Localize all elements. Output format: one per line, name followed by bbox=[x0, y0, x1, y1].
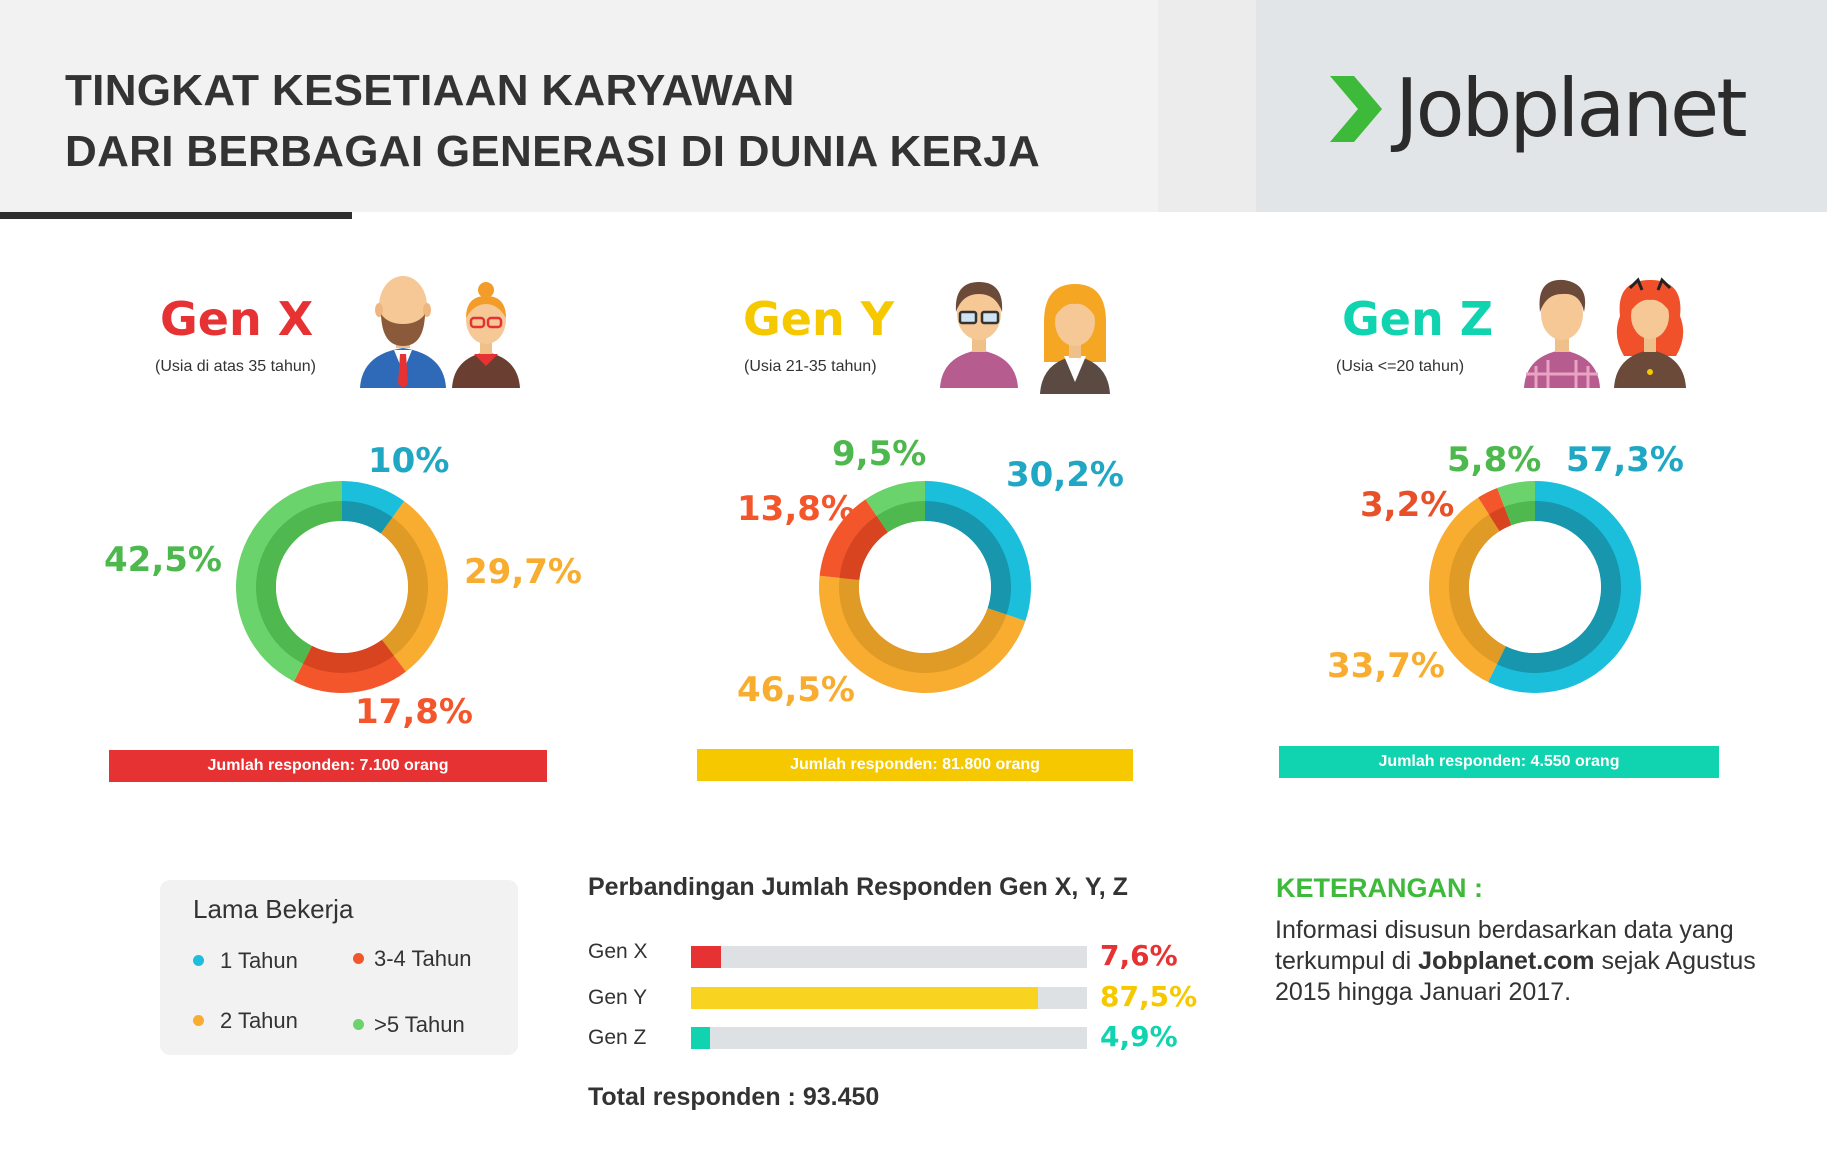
redhead-woman-avatar-icon bbox=[1614, 277, 1686, 388]
gen-x-respondents-bar: Jumlah responden: 7.100 orang bbox=[109, 750, 547, 782]
title-line-2: DARI BERBAGAI GENERASI DI DUNIA KERJA bbox=[65, 127, 1041, 176]
gen-y-slice-3-4-tahun bbox=[819, 499, 887, 580]
gen-z-label-1-tahun: 57,3% bbox=[1566, 440, 1684, 480]
keterangan-text: Informasi disusun berdasarkan data yang … bbox=[1275, 916, 1756, 1006]
gen-x-slice-inner-1-tahun bbox=[342, 501, 393, 534]
gen-z-title: Gen Z bbox=[1342, 292, 1494, 346]
bald-man-avatar-icon bbox=[360, 276, 446, 388]
gen-z-slice-inner-5-tahun bbox=[1504, 501, 1535, 526]
gen-z-label-3-4-tahun: 3,2% bbox=[1360, 485, 1455, 525]
gen-y-respondents-bar: Jumlah responden: 81.800 orang bbox=[697, 749, 1133, 781]
gen-x-age: (Usia di atas 35 tahun) bbox=[155, 358, 316, 375]
header-background bbox=[0, 0, 1160, 212]
comparison-pct-gen-y: 87,5% bbox=[1100, 980, 1198, 1013]
gen-y-donut-hole bbox=[859, 521, 991, 653]
gen-x-slice-inner-5-tahun bbox=[256, 501, 342, 664]
man-plaid-avatar-icon bbox=[1524, 279, 1600, 388]
header-background-mid bbox=[1158, 0, 1256, 212]
comparison-bar-gen-y bbox=[691, 987, 1038, 1009]
gen-x-title: Gen X bbox=[160, 292, 314, 346]
gen-z-donut-hole bbox=[1469, 521, 1601, 653]
legend-title: Lama Bekerja bbox=[193, 894, 354, 924]
comparison-label-gen-y: Gen Y bbox=[588, 986, 648, 1009]
legend-item-2-tahun: 2 Tahun bbox=[193, 1008, 298, 1034]
gen-z-label-2-tahun: 33,7% bbox=[1327, 646, 1445, 686]
blonde-woman-avatar-icon bbox=[1040, 284, 1110, 394]
gen-y-label-5-tahun: 9,5% bbox=[832, 434, 927, 474]
woman-glasses-avatar-icon bbox=[452, 282, 520, 388]
comparison-track-gen-z bbox=[691, 1027, 1087, 1049]
jobplanet-logo: Jobplanet bbox=[1325, 62, 1775, 168]
gen-x-label-5-tahun: 42,5% bbox=[104, 540, 222, 580]
gen-x-donut-chart bbox=[235, 481, 448, 693]
legend-box: Lama Bekerja 1 Tahun 3-4 Tahun 2 Tahun >… bbox=[160, 880, 518, 1055]
gen-y-label-3-4-tahun: 13,8% bbox=[737, 489, 855, 529]
gen-z-donut-chart bbox=[1429, 481, 1641, 693]
gen-z-age: (Usia <=20 tahun) bbox=[1336, 358, 1465, 375]
legend-dot-1-tahun bbox=[193, 954, 204, 966]
gen-z-label-5-tahun: 5,8% bbox=[1447, 440, 1542, 480]
gen-x-label-1-tahun: 10% bbox=[368, 441, 450, 481]
title-line-1: TINGKAT KESETIAAN KARYAWAN bbox=[65, 66, 795, 115]
gen-z-slice-1-tahun bbox=[1488, 481, 1641, 693]
gen-x-donut-hole bbox=[276, 521, 408, 653]
comparison-title: Perbandingan Jumlah Responden Gen X, Y, … bbox=[588, 873, 1128, 901]
comparison-pct-gen-z: 4,9% bbox=[1100, 1020, 1178, 1053]
logo-wordmark: Jobplanet bbox=[1395, 62, 1748, 155]
legend-dot-5-tahun bbox=[353, 1018, 364, 1030]
gen-x-slice-inner-2-tahun bbox=[380, 517, 428, 656]
comparison-label-gen-x: Gen X bbox=[588, 940, 648, 963]
chevron-logo-icon bbox=[1330, 76, 1382, 142]
total-respondents: Total responden : 93.450 bbox=[588, 1083, 880, 1111]
gen-z-slice-inner-3-4-tahun bbox=[1488, 506, 1512, 532]
gen-y-slice-inner-3-4-tahun bbox=[839, 515, 888, 580]
legend-dot-2-tahun bbox=[193, 1014, 204, 1026]
comparison-pct-gen-x: 7,6% bbox=[1100, 939, 1178, 972]
gen-x-label-3-4-tahun: 17,8% bbox=[355, 692, 473, 732]
keterangan-site: Jobplanet.com bbox=[1418, 947, 1595, 975]
gen-y-label-2-tahun: 46,5% bbox=[737, 670, 855, 710]
gen-y-age: (Usia 21-35 tahun) bbox=[744, 358, 877, 375]
legend-item-5-tahun: >5 Tahun bbox=[353, 1012, 465, 1038]
logo-background bbox=[1256, 0, 1827, 212]
comparison-track-gen-x bbox=[691, 946, 1087, 968]
gen-x-slice-inner-3-4-tahun bbox=[302, 639, 394, 673]
gen-y-slice-inner-5-tahun bbox=[876, 501, 925, 533]
page-title: TINGKAT KESETIAAN KARYAWAN DARI BERBAGAI… bbox=[65, 60, 1040, 182]
gen-z-respondents-bar: Jumlah responden: 4.550 orang bbox=[1279, 746, 1719, 778]
header-underline bbox=[0, 212, 352, 219]
comparison-track-gen-y bbox=[691, 987, 1087, 1009]
comparison-label-gen-z: Gen Z bbox=[588, 1026, 647, 1049]
gen-x-slice-5-tahun bbox=[235, 481, 342, 682]
legend-item-3-4-tahun: 3-4 Tahun bbox=[353, 946, 471, 972]
gen-y-slice-inner-2-tahun bbox=[839, 577, 1007, 673]
gen-y-label-1-tahun: 30,2% bbox=[1006, 455, 1124, 495]
gen-z-slice-inner-1-tahun bbox=[1496, 501, 1621, 673]
comparison-bar-gen-z bbox=[691, 1027, 711, 1049]
legend-item-1-tahun: 1 Tahun bbox=[193, 948, 298, 974]
gen-y-slice-2-tahun bbox=[819, 575, 1026, 693]
gen-y-donut-chart bbox=[819, 481, 1031, 693]
gen-x-label-2-tahun: 29,7% bbox=[464, 552, 582, 592]
comparison-bar-gen-x bbox=[691, 946, 722, 968]
gen-y-slice-inner-1-tahun bbox=[925, 501, 1011, 615]
man-glasses-avatar-icon bbox=[940, 282, 1018, 388]
legend-dot-3-4-tahun bbox=[353, 952, 364, 964]
gen-y-title: Gen Y bbox=[743, 292, 895, 346]
keterangan-title: KETERANGAN : bbox=[1276, 873, 1483, 903]
gen-z-slice-inner-2-tahun bbox=[1449, 514, 1506, 665]
